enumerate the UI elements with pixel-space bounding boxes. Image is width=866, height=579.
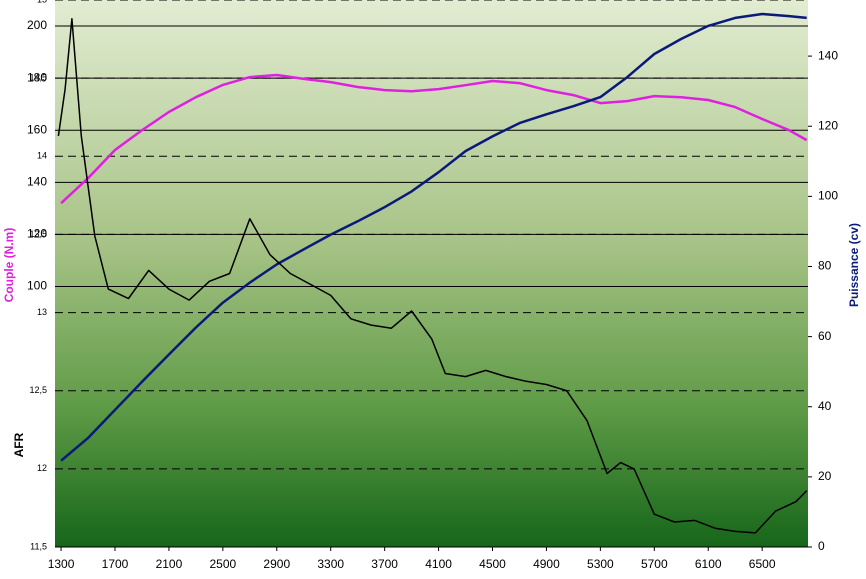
x-tick-label: 3300 bbox=[317, 557, 344, 571]
y-tick-label: 140 bbox=[27, 175, 47, 189]
y3-tick-label: 13 bbox=[37, 307, 47, 317]
y3-tick-label: 14,5 bbox=[29, 73, 47, 83]
y3-tick-label: 15 bbox=[37, 0, 47, 4]
y2-tick-label: 80 bbox=[818, 259, 832, 273]
series-line bbox=[60, 12, 807, 462]
y2-tick-label: 140 bbox=[818, 48, 838, 62]
x-tick-label: 3700 bbox=[371, 557, 398, 571]
y3-tick-label: 13,5 bbox=[29, 229, 47, 239]
y2-tick-label: 60 bbox=[818, 329, 832, 343]
y-axis-label: Couple (N.m) bbox=[2, 228, 16, 303]
y3-tick-label: 11,5 bbox=[30, 541, 47, 551]
x-tick-label: 1300 bbox=[48, 557, 75, 571]
plot-area bbox=[55, 0, 808, 547]
y-tick-label: 120 bbox=[27, 227, 47, 241]
x-tick-label: 5700 bbox=[641, 557, 668, 571]
y3-axis-label: AFR bbox=[12, 432, 26, 457]
series-line bbox=[57, 18, 808, 534]
x-tick-label: 6500 bbox=[749, 557, 776, 571]
lines bbox=[57, 12, 808, 534]
x-tick-label: 2900 bbox=[263, 557, 290, 571]
y2-tick-label: 0 bbox=[818, 539, 825, 553]
y2-tick-label: 120 bbox=[818, 118, 838, 132]
y-tick-label: 100 bbox=[27, 279, 47, 293]
x-tick-label: 1700 bbox=[102, 557, 129, 571]
y3-tick-label: 14 bbox=[37, 151, 47, 161]
x-tick-label: 4900 bbox=[533, 557, 560, 571]
x-tick-label: 2500 bbox=[210, 557, 237, 571]
y-tick-label: 200 bbox=[27, 18, 47, 32]
x-tick-label: 6100 bbox=[695, 557, 722, 571]
y-tick-label: 180 bbox=[27, 70, 47, 84]
x-tick-label: 4100 bbox=[425, 557, 452, 571]
x-tick-label: 4500 bbox=[479, 557, 506, 571]
labels: 10012014016018020011,51212,51313,51414,5… bbox=[27, 0, 838, 571]
y2-tick-label: 100 bbox=[818, 189, 838, 203]
y3-tick-label: 12,5 bbox=[29, 385, 47, 395]
y3-tick-label: 12 bbox=[37, 463, 47, 473]
y2-axis-label: Puissance (cv) bbox=[847, 223, 861, 307]
x-tick-label: 2100 bbox=[156, 557, 183, 571]
y-tick-label: 160 bbox=[27, 122, 47, 136]
y2-tick-label: 40 bbox=[818, 399, 832, 413]
y2-tick-label: 20 bbox=[818, 469, 832, 483]
x-tick-label: 5300 bbox=[587, 557, 614, 571]
series-line bbox=[60, 73, 808, 205]
